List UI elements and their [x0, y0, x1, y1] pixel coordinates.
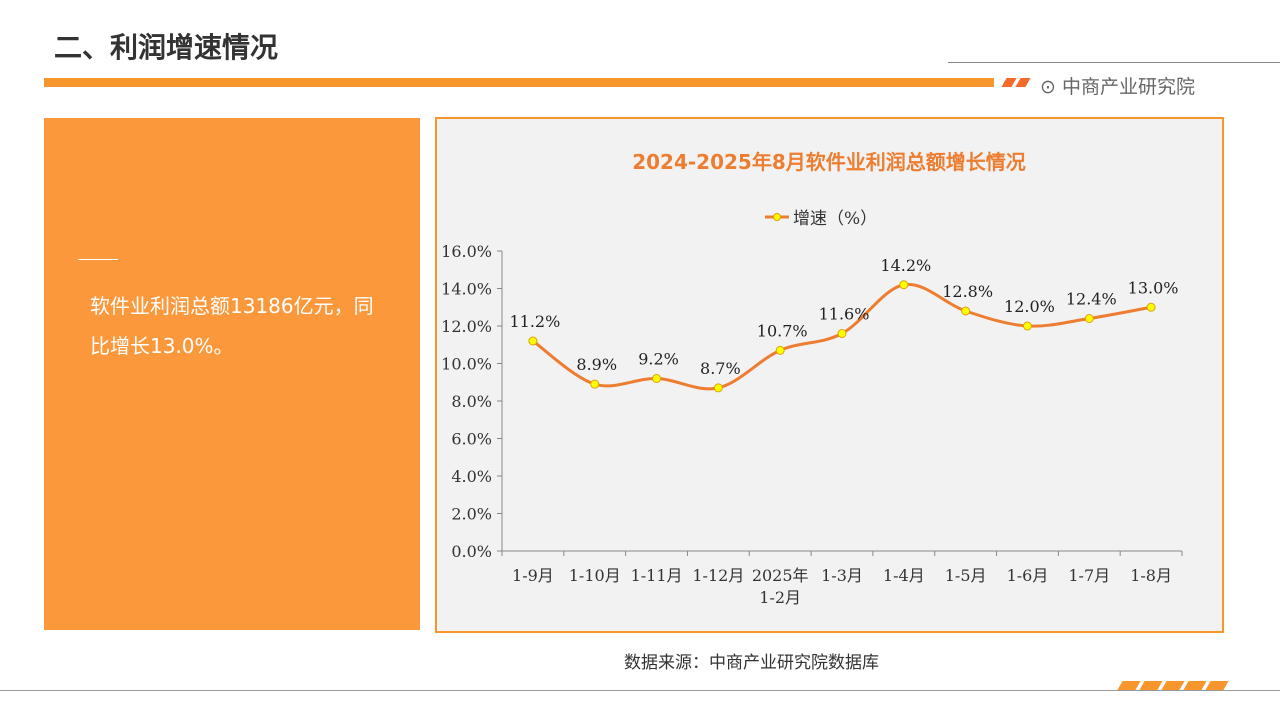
data-label: 12.8%: [942, 282, 993, 301]
x-tick-label: 1-10月: [569, 566, 621, 585]
page-title: 二、利润增速情况: [54, 31, 279, 64]
data-label: 11.2%: [509, 312, 560, 331]
data-label: 11.6%: [819, 305, 870, 324]
data-point: [1146, 302, 1156, 312]
chart-panel: 2024-2025年8月软件业利润总额增长情况增速（%） 0.0% 2.0% 4.0%…: [435, 117, 1224, 633]
x-tick-label: 1-12月: [692, 566, 744, 585]
decor-stripe: [1205, 681, 1229, 690]
divider: [0, 690, 1280, 691]
decor-slash: [1015, 78, 1031, 87]
data-point: [1084, 314, 1094, 323]
y-tick-label: 12.0%: [441, 317, 492, 336]
x-tick-label: 2025年: [752, 566, 809, 585]
brand: ⊙ 中商产业研究院: [1040, 72, 1195, 99]
x-tick-label: 1-4月: [883, 566, 925, 585]
data-label: 12.0%: [1004, 297, 1055, 316]
y-tick-label: 2.0%: [451, 505, 492, 524]
data-label: 8.7%: [700, 359, 741, 378]
decor-slash: [1001, 78, 1017, 87]
x-tick-label: 1-7月: [1068, 566, 1110, 585]
brand-name: 中商产业研究院: [1061, 76, 1195, 98]
data-point: [837, 329, 847, 338]
summary-panel: 软件业利润总额13186亿元，同比增长13.0%。: [44, 118, 420, 630]
data-label: 13.0%: [1128, 278, 1179, 297]
chart-title: 2024-2025年8月软件业利润总额增长情况: [632, 150, 1026, 174]
y-tick-label: 0.0%: [451, 542, 492, 561]
y-tick-label: 4.0%: [451, 467, 492, 486]
header-bar: [44, 78, 994, 87]
decor-stripe: [1161, 681, 1185, 690]
y-tick-label: 14.0%: [441, 280, 492, 299]
data-label: 12.4%: [1066, 290, 1117, 309]
data-point: [775, 345, 785, 355]
data-label: 10.7%: [757, 321, 808, 340]
data-label: 8.9%: [576, 355, 617, 374]
x-tick-label: 1-11月: [631, 566, 683, 585]
data-point: [590, 379, 600, 389]
x-tick-label: 1-3月: [821, 566, 863, 585]
data-point: [652, 374, 662, 383]
data-point: [1022, 321, 1032, 331]
decor-stripe: [1117, 681, 1141, 690]
divider: [948, 62, 1280, 63]
x-tick-label: 1-5月: [945, 566, 987, 585]
data-point: [713, 383, 723, 393]
summary-text: 软件业利润总额13186亿元，同比增长13.0%。: [90, 294, 374, 358]
legend-label: 增速（%）: [793, 209, 877, 229]
x-tick-label: 1-2月: [759, 588, 801, 607]
y-tick-label: 10.0%: [441, 355, 492, 374]
x-tick-label: 1-8月: [1130, 566, 1172, 585]
x-tick-label: 1-6月: [1007, 566, 1049, 585]
brand-icon: ⊙: [1040, 76, 1056, 98]
decor-stripe: [1139, 681, 1163, 690]
divider: [78, 259, 118, 260]
y-tick-label: 6.0%: [451, 430, 492, 449]
data-label: 14.2%: [880, 256, 931, 275]
decor-stripe: [1183, 681, 1207, 690]
data-point: [961, 306, 971, 316]
data-point: [899, 280, 909, 290]
y-tick-label: 8.0%: [451, 392, 492, 411]
legend-marker: [773, 213, 781, 221]
data-label: 9.2%: [638, 350, 679, 369]
x-tick-label: 1-9月: [512, 566, 554, 585]
y-tick-label: 16.0%: [441, 242, 492, 261]
data-point: [528, 336, 538, 346]
data-source: 数据来源：中商产业研究院数据库: [624, 653, 879, 673]
